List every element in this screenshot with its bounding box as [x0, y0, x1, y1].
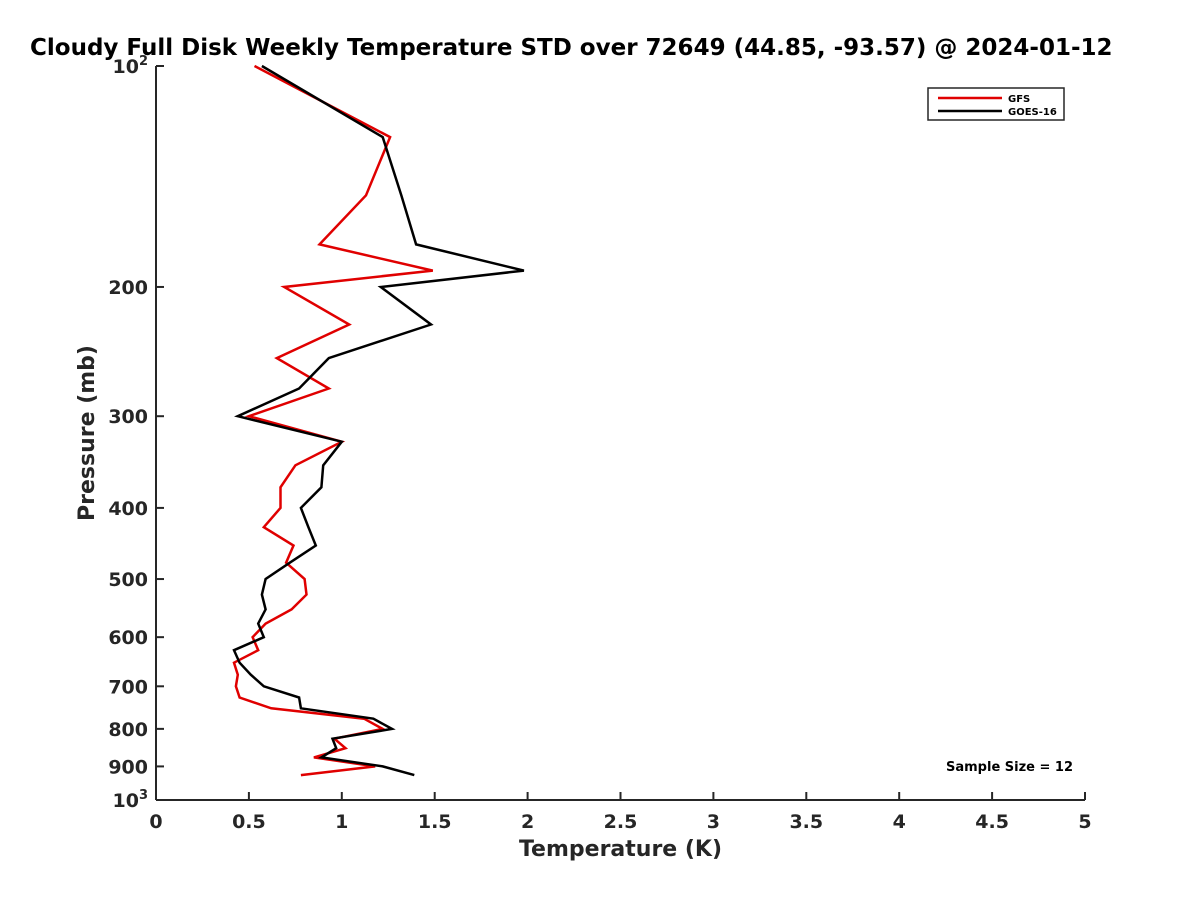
x-tick-label: 4 — [893, 811, 906, 833]
y-tick-label: 400 — [108, 498, 148, 520]
x-tick-label: 3.5 — [789, 811, 823, 833]
plot-area — [156, 66, 1085, 800]
x-tick-label: 1 — [335, 811, 348, 833]
x-tick-label: 3 — [707, 811, 720, 833]
y-tick-label: 700 — [108, 676, 148, 698]
y-tick-label: 300 — [108, 406, 148, 428]
legend-entry-label: GFS — [1008, 94, 1030, 105]
legend: GFS GOES-16 — [927, 87, 1065, 121]
x-tick-label: 5 — [1078, 811, 1091, 833]
x-tick-label: 0.5 — [232, 811, 266, 833]
chart-title: Cloudy Full Disk Weekly Temperature STD … — [30, 35, 1113, 61]
x-tick-label: 1.5 — [418, 811, 452, 833]
y-tick-label: 500 — [108, 569, 148, 591]
series-line-gfs — [232, 64, 434, 777]
legend-box — [927, 87, 1065, 121]
x-axis-ticks: 0 0.5 1 1.5 2 2.5 3 3.5 4 4.5 5 — [149, 792, 1092, 833]
y-tick-label: 600 — [108, 627, 148, 649]
legend-entry-label: GOES-16 — [1008, 107, 1057, 118]
series-layer — [232, 64, 525, 777]
x-axis-label: Temperature (K) — [519, 837, 722, 862]
x-tick-label: 2.5 — [604, 811, 638, 833]
y-tick-label: 800 — [108, 719, 148, 741]
y-tick-label: 200 — [108, 277, 148, 299]
y-tick-label: 900 — [108, 756, 148, 778]
x-tick-label: 4.5 — [975, 811, 1009, 833]
sample-size-annotation: Sample Size = 12 — [946, 760, 1073, 775]
y-axis-ticks: 102 200 300 400 500 600 700 800 900 103 — [108, 54, 164, 812]
y-axis-label: Pressure (mb) — [75, 345, 100, 521]
x-tick-label: 0 — [149, 811, 162, 833]
x-tick-label: 2 — [521, 811, 534, 833]
y-tick-label: 102 — [113, 54, 149, 78]
y-tick-label: 103 — [113, 788, 149, 812]
series-line-goes-16 — [232, 64, 525, 777]
